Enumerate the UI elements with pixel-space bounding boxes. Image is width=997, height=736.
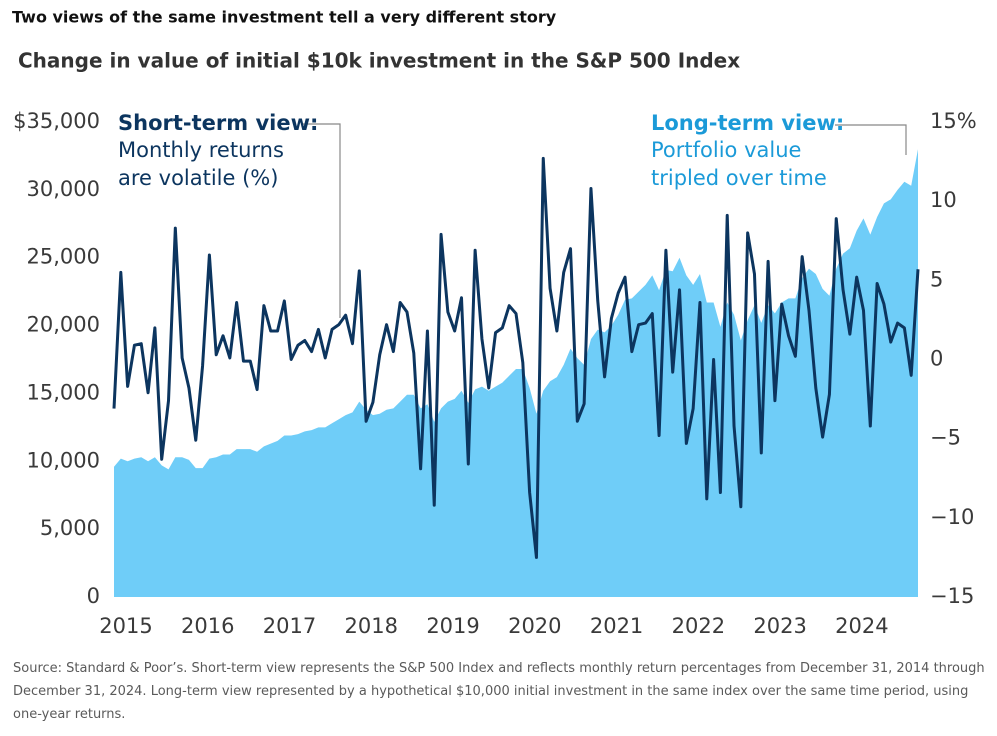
annotation-text: Monthly returns are volatile (%) [118,138,284,190]
y-tick-label: 30,000 [27,177,100,201]
annotation-text: Portfolio value tripled over time [651,138,827,190]
y2-tick-label: −15 [930,584,974,608]
source-note: Source: Standard & Poor’s. Short-term vi… [13,661,985,722]
leader-line [302,123,341,318]
x-tick-label: 2020 [508,614,561,638]
y2-tick-label: 15% [930,109,977,133]
y-tick-label: $35,000 [13,109,100,133]
leader-line [835,124,907,155]
y2-tick-label: −10 [930,505,974,529]
x-tick-label: 2016 [181,614,234,638]
header: Two views of the same investment tell a … [12,8,557,27]
x-tick-label: 2018 [345,614,398,638]
y2-tick-label: 10 [930,188,957,212]
chart: Two views of the same investment tell a … [12,8,977,639]
y-tick-label: 10,000 [27,448,100,472]
y2-tick-label: 0 [930,347,943,371]
y2-tick-label: 5 [930,267,943,291]
annotation-title: Long-term view: [651,111,844,135]
x-tick-label: 2017 [263,614,316,638]
area [114,149,918,597]
x-tick-label: 2021 [590,614,643,638]
x-tick-label: 2015 [99,614,152,638]
annotation-title: Short-term view: [118,111,318,135]
y-tick-label: 20,000 [27,313,100,337]
x-tick-label: 2024 [835,614,888,638]
y-tick-label: 5,000 [40,516,100,540]
chart-title: Change in value of initial $10k investme… [18,49,740,73]
plot: 0 5,000 10,000 15,000 20,000 25,000 30,000 $35,… [13,109,977,638]
y-tick-label: 25,000 [27,245,100,269]
y-tick-label: 0 [87,584,100,608]
y-tick-label: 15,000 [27,380,100,404]
x-tick-label: 2022 [672,614,725,638]
x-tick-label: 2019 [426,614,479,638]
line [112,156,920,559]
x-tick-label: 2023 [753,614,806,638]
y2-tick-label: −5 [930,426,961,450]
